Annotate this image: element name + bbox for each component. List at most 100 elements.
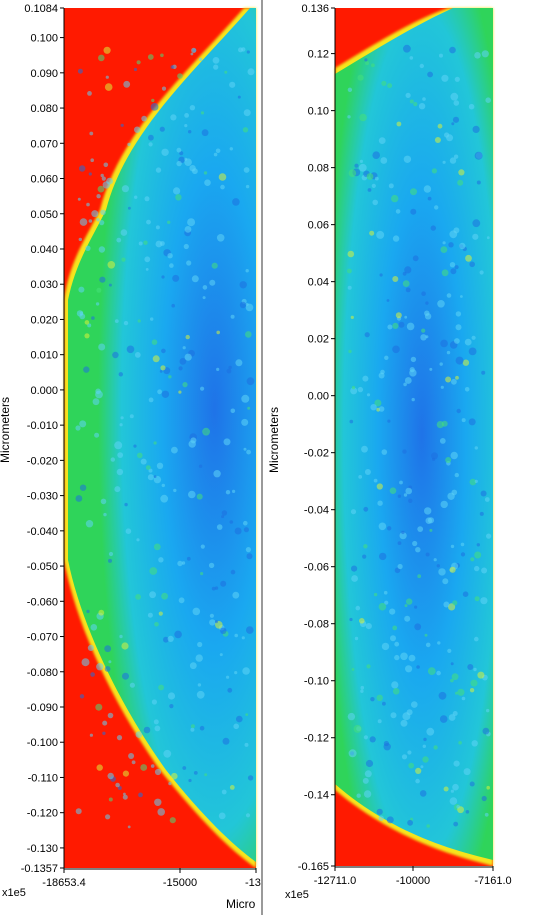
- heatmap-cell: [381, 449, 388, 455]
- heatmap-cell: [371, 63, 375, 68]
- heatmap-cell: [465, 810, 470, 814]
- heatmap-cell: [363, 506, 369, 512]
- heatmap-cell: [96, 287, 102, 293]
- heatmap-cell: [473, 667, 477, 672]
- heatmap-cell: [365, 623, 372, 630]
- heatmap-cell: [148, 134, 154, 141]
- heatmap-cell: [243, 527, 249, 533]
- heatmap-cell: [450, 268, 457, 275]
- heatmap-cell: [397, 541, 402, 545]
- heatmap-cell: [238, 47, 243, 53]
- heatmap-cell: [161, 592, 169, 600]
- heatmap-cell: [347, 285, 352, 290]
- heatmap-cell: [243, 520, 248, 526]
- heatmap-cell: [137, 452, 143, 459]
- heatmap-cell: [140, 458, 147, 465]
- y-tick-label: 0.070: [30, 138, 58, 150]
- heatmap-cell: [188, 130, 192, 134]
- heatmap-cell: [438, 691, 447, 700]
- heatmap-cell: [357, 386, 364, 393]
- heatmap-cell: [91, 316, 95, 320]
- heatmap-cell: [96, 194, 101, 199]
- heatmap-cell: [392, 322, 399, 329]
- heatmap-cell: [79, 218, 88, 226]
- heatmap-cell: [177, 73, 183, 79]
- heatmap-cell: [150, 764, 155, 768]
- heatmap-cell: [116, 468, 124, 476]
- heatmap-cell: [474, 151, 483, 160]
- heatmap-cell: [167, 635, 174, 643]
- heatmap-cell: [453, 821, 459, 827]
- heatmap-cell: [347, 268, 352, 274]
- heatmap-cell: [153, 441, 157, 445]
- heatmap-cell: [186, 556, 191, 561]
- heatmap-cell: [405, 487, 412, 495]
- heatmap-cell: [184, 353, 192, 361]
- heatmap-cell: [383, 590, 388, 595]
- heatmap-cell: [372, 199, 378, 206]
- heatmap-cell: [155, 167, 162, 173]
- heatmap-cell: [470, 679, 478, 687]
- heatmap-cell: [391, 681, 399, 689]
- left-chart-svg: 0.1084 0.100 0.090 0.080 0.070 0.060 0.050 0.04…: [0, 3, 262, 911]
- heatmap-cell: [182, 766, 187, 770]
- heatmap-cell: [108, 551, 114, 557]
- heatmap-cell: [159, 126, 165, 132]
- heatmap-cell: [402, 280, 410, 287]
- heatmap-cell: [154, 622, 159, 627]
- heatmap-cell: [460, 542, 465, 547]
- heatmap-cell: [234, 671, 238, 675]
- heatmap-cell: [444, 132, 450, 138]
- heatmap-cell: [360, 685, 365, 690]
- heatmap-cell: [451, 378, 457, 385]
- heatmap-cell: [245, 184, 250, 189]
- heatmap-cell: [108, 797, 113, 802]
- heatmap-cell: [405, 92, 411, 98]
- heatmap-cell: [350, 387, 358, 395]
- left-y-axis: 0.1084 0.100 0.090 0.080 0.070 0.060 0.050 0.04…: [21, 3, 65, 875]
- heatmap-cell: [100, 498, 107, 505]
- heatmap-cell: [226, 368, 232, 374]
- y-tick-label: 0.136: [301, 3, 329, 15]
- heatmap-cell: [163, 749, 172, 758]
- heatmap-cell: [169, 704, 174, 709]
- heatmap-cell: [458, 741, 462, 745]
- heatmap-cell: [131, 760, 136, 765]
- heatmap-cell: [365, 759, 374, 768]
- heatmap-cell: [450, 789, 454, 793]
- heatmap-cell: [137, 319, 141, 323]
- heatmap-cell: [185, 334, 190, 340]
- heatmap-cell: [409, 99, 414, 104]
- heatmap-cell: [404, 377, 412, 384]
- heatmap-cell: [242, 127, 249, 133]
- heatmap-cell: [430, 225, 436, 231]
- heatmap-cell: [145, 268, 149, 271]
- heatmap-cell: [230, 408, 236, 414]
- heatmap-cell: [204, 179, 211, 186]
- heatmap-cell: [372, 151, 380, 159]
- heatmap-cell: [245, 302, 249, 306]
- heatmap-cell: [359, 618, 365, 624]
- heatmap-cell: [172, 274, 180, 282]
- heatmap-cell: [414, 623, 422, 631]
- heatmap-cell: [148, 142, 153, 147]
- heatmap-cell: [84, 333, 90, 339]
- heatmap-cell: [439, 438, 446, 444]
- heatmap-cell: [183, 243, 189, 250]
- heatmap-cell: [151, 699, 157, 705]
- heatmap-cell: [441, 74, 449, 82]
- heatmap-cell: [234, 527, 242, 535]
- heatmap-cell: [347, 712, 356, 721]
- heatmap-cell: [409, 369, 417, 377]
- heatmap-cell: [468, 347, 477, 356]
- heatmap-cell: [160, 365, 166, 371]
- y-tick-label: 0.04: [308, 277, 329, 289]
- heatmap-cell: [454, 472, 459, 478]
- heatmap-cell: [163, 636, 169, 643]
- heatmap-cell: [363, 790, 372, 798]
- heatmap-cell: [433, 558, 437, 562]
- heatmap-cell: [215, 148, 221, 154]
- heatmap-cell: [460, 552, 466, 557]
- heatmap-cell: [480, 490, 487, 497]
- heatmap-cell: [443, 601, 450, 608]
